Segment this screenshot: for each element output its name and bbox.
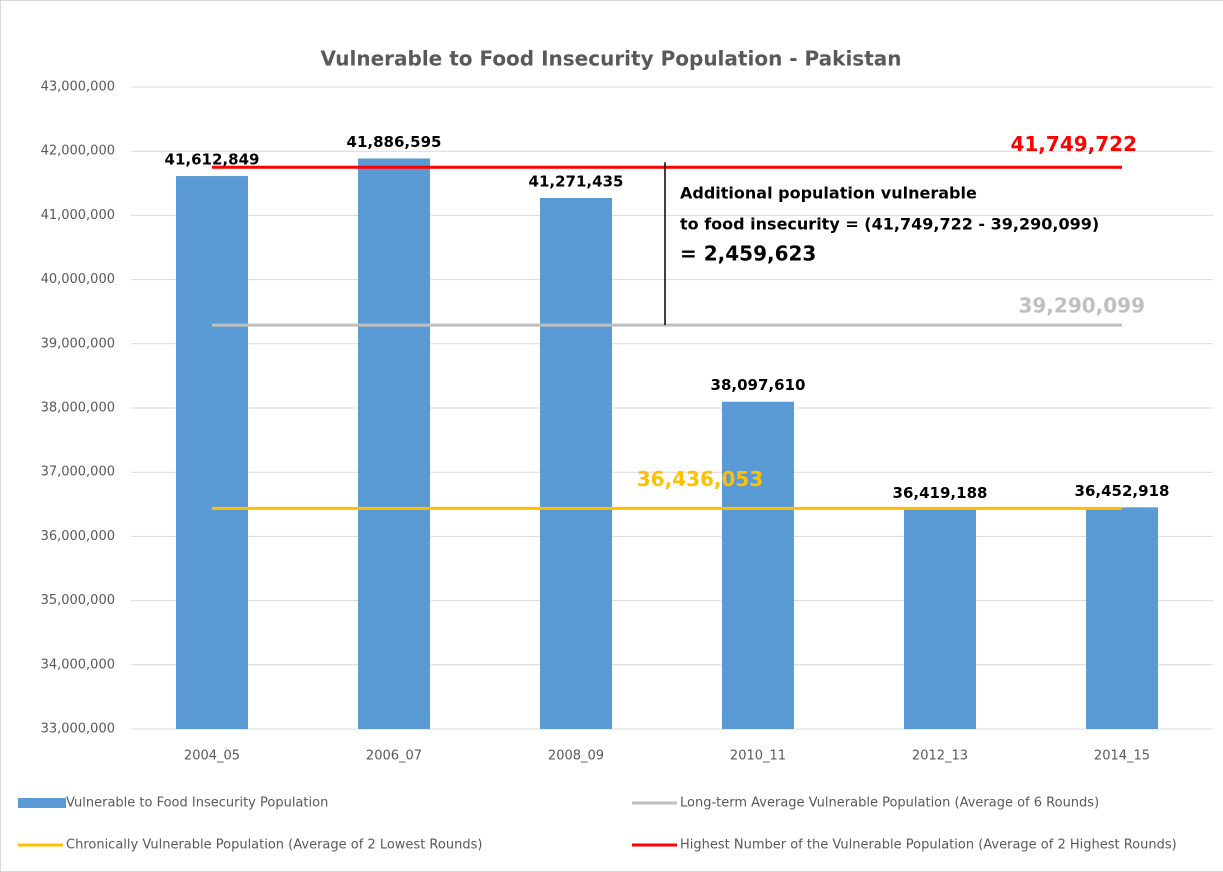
bar: [176, 176, 248, 729]
y-tick-label: 40,000,000: [41, 272, 115, 287]
y-tick-label: 38,000,000: [41, 401, 115, 416]
y-tick-label: 41,000,000: [41, 208, 115, 223]
x-tick-label: 2014_15: [1094, 749, 1150, 764]
reference-label: 41,749,722: [1010, 132, 1137, 156]
legend-label: Chronically Vulnerable Population (Avera…: [66, 838, 482, 853]
y-tick-label: 33,000,000: [41, 722, 115, 737]
y-tick-label: 43,000,000: [41, 80, 115, 95]
data-label: 36,452,918: [1075, 482, 1170, 500]
y-tick-label: 35,000,000: [41, 593, 115, 608]
reference-label: 36,436,053: [637, 467, 764, 491]
data-label: 41,271,435: [529, 172, 624, 190]
x-tick-label: 2012_13: [912, 749, 968, 764]
y-tick-label: 39,000,000: [41, 336, 115, 351]
x-tick-label: 2010_11: [730, 749, 786, 764]
y-tick-label: 36,000,000: [41, 529, 115, 544]
legend-swatch: [18, 798, 66, 808]
y-tick-label: 42,000,000: [41, 144, 115, 159]
bar: [904, 509, 976, 729]
annotation: = 2,459,623: [680, 242, 816, 266]
annotation: to food insecurity = (41,749,722 - 39,29…: [680, 215, 1099, 234]
bar: [540, 197, 612, 729]
x-tick-label: 2004_05: [184, 749, 240, 764]
legend-label: Highest Number of the Vulnerable Populat…: [680, 838, 1177, 853]
bar: [722, 401, 794, 729]
y-tick-label: 37,000,000: [41, 465, 115, 480]
x-tick-label: 2008_09: [548, 749, 604, 764]
data-label: 41,886,595: [347, 133, 442, 151]
data-label: 41,612,849: [165, 151, 260, 169]
bar: [1086, 507, 1158, 729]
x-tick-label: 2006_07: [366, 749, 422, 764]
data-label: 38,097,610: [711, 376, 806, 394]
chart-title: Vulnerable to Food Insecurity Population…: [320, 47, 901, 71]
legend-label: Long-term Average Vulnerable Population …: [680, 796, 1099, 811]
y-tick-label: 34,000,000: [41, 657, 115, 672]
bar: [358, 158, 430, 730]
reference-label: 39,290,099: [1018, 294, 1145, 318]
data-label: 36,419,188: [893, 484, 988, 502]
legend-label: Vulnerable to Food Insecurity Population: [66, 796, 328, 811]
annotation: Additional population vulnerable: [680, 184, 977, 203]
